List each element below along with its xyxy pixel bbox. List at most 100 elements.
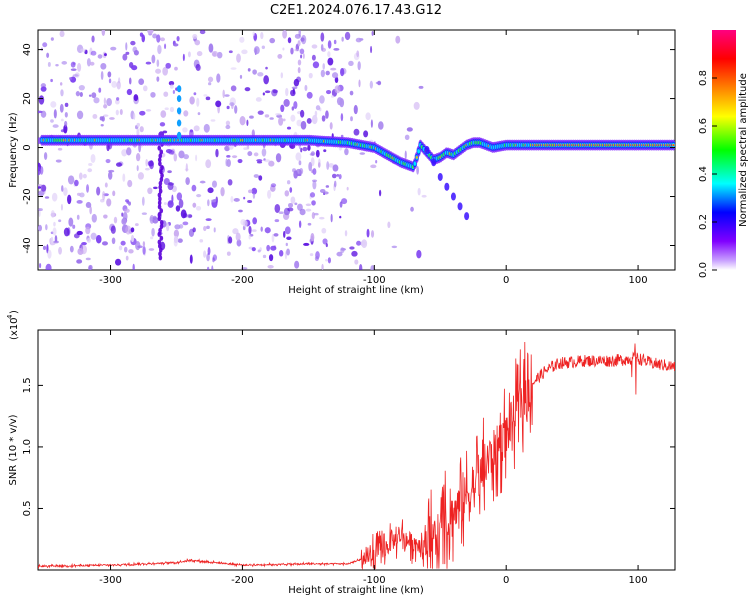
speckle bbox=[230, 67, 237, 70]
speckle bbox=[314, 255, 319, 262]
speckle bbox=[145, 109, 152, 112]
speckle bbox=[210, 199, 217, 203]
speckle bbox=[248, 234, 251, 240]
speckle bbox=[40, 86, 47, 92]
speckle bbox=[123, 246, 128, 253]
speckle bbox=[167, 170, 172, 174]
speckle bbox=[53, 221, 56, 227]
speckle bbox=[142, 85, 148, 92]
speckle bbox=[296, 173, 302, 177]
colorbar-tick-label: 0.8 bbox=[698, 70, 709, 86]
speckle bbox=[370, 230, 375, 238]
speckle bbox=[230, 85, 237, 92]
speckle bbox=[164, 43, 167, 50]
speckle bbox=[269, 37, 276, 44]
speckle bbox=[145, 61, 152, 65]
speckle bbox=[292, 168, 297, 173]
speckle bbox=[346, 186, 349, 191]
speckle bbox=[305, 203, 312, 207]
speckle bbox=[287, 207, 294, 212]
speckle bbox=[133, 49, 139, 56]
speckle bbox=[264, 90, 271, 94]
streak-mark bbox=[160, 165, 164, 171]
speckle bbox=[153, 186, 158, 190]
speckle bbox=[182, 127, 188, 133]
y-axis-ticks: 40 20 0 -20 -40 bbox=[22, 43, 675, 254]
speckle bbox=[290, 89, 296, 97]
speckle bbox=[270, 183, 277, 188]
speckle bbox=[100, 124, 104, 127]
speckle bbox=[189, 129, 194, 133]
speckle bbox=[189, 96, 195, 105]
speckle bbox=[151, 54, 156, 64]
speckle bbox=[60, 118, 64, 122]
speckle bbox=[103, 97, 107, 105]
speckle bbox=[213, 227, 216, 233]
speckle bbox=[300, 120, 307, 130]
speckle bbox=[76, 259, 83, 264]
speckle bbox=[78, 172, 83, 180]
speckle bbox=[60, 203, 63, 211]
speckle bbox=[370, 45, 373, 54]
speckle bbox=[58, 246, 62, 255]
speckle bbox=[295, 152, 302, 161]
speckle bbox=[226, 159, 231, 168]
speckle bbox=[421, 194, 427, 198]
speckle bbox=[297, 40, 301, 47]
branch-mark bbox=[444, 182, 450, 191]
streak-mark bbox=[159, 223, 164, 230]
speckle bbox=[38, 224, 43, 232]
speckle bbox=[101, 30, 106, 36]
colorbar-tick-label: 0.2 bbox=[698, 214, 709, 230]
speckle bbox=[85, 201, 92, 208]
speckle bbox=[315, 105, 321, 111]
streak-mark bbox=[158, 153, 163, 159]
speckle bbox=[50, 78, 53, 83]
speckle bbox=[277, 54, 283, 59]
speckle bbox=[350, 116, 353, 122]
speckle bbox=[283, 99, 290, 107]
speckle bbox=[297, 203, 303, 211]
speckle bbox=[287, 202, 294, 208]
speckle bbox=[320, 69, 326, 78]
streak-mark bbox=[159, 208, 164, 214]
speckle bbox=[149, 216, 154, 222]
speckle bbox=[125, 199, 130, 203]
speckle bbox=[323, 149, 327, 153]
speckle bbox=[191, 184, 197, 192]
colorbar-tick-label: 0.6 bbox=[698, 118, 709, 134]
speckle bbox=[210, 119, 216, 122]
speckle bbox=[238, 209, 243, 213]
speckle bbox=[244, 87, 251, 92]
speckle bbox=[267, 264, 274, 269]
speckle bbox=[76, 110, 84, 120]
x-tick-label: 0 bbox=[503, 275, 509, 286]
speckle bbox=[249, 115, 254, 119]
speckle bbox=[237, 158, 243, 164]
speckle bbox=[115, 109, 119, 116]
speckle bbox=[234, 105, 238, 114]
speckle bbox=[78, 84, 85, 91]
speckle bbox=[330, 67, 337, 71]
streak-mark bbox=[159, 247, 163, 253]
speckle bbox=[312, 180, 317, 190]
streak-mark bbox=[158, 161, 162, 167]
speckle bbox=[247, 151, 253, 157]
speckle bbox=[378, 189, 382, 197]
speckle bbox=[85, 257, 91, 261]
colorbar-gradient bbox=[712, 30, 736, 270]
y-axis-ticks: 0.5 1.0 1.5 bbox=[22, 377, 675, 516]
speckle bbox=[375, 81, 381, 85]
speckle bbox=[285, 242, 288, 247]
speckle bbox=[294, 202, 298, 206]
speckle bbox=[240, 219, 246, 226]
speckle bbox=[307, 222, 312, 226]
speckle bbox=[232, 228, 239, 235]
speckle bbox=[86, 184, 90, 193]
speckle bbox=[193, 125, 200, 132]
speckle bbox=[112, 190, 116, 197]
speckle bbox=[64, 111, 68, 118]
speckle bbox=[282, 47, 285, 51]
spectrogram-background bbox=[38, 30, 427, 270]
